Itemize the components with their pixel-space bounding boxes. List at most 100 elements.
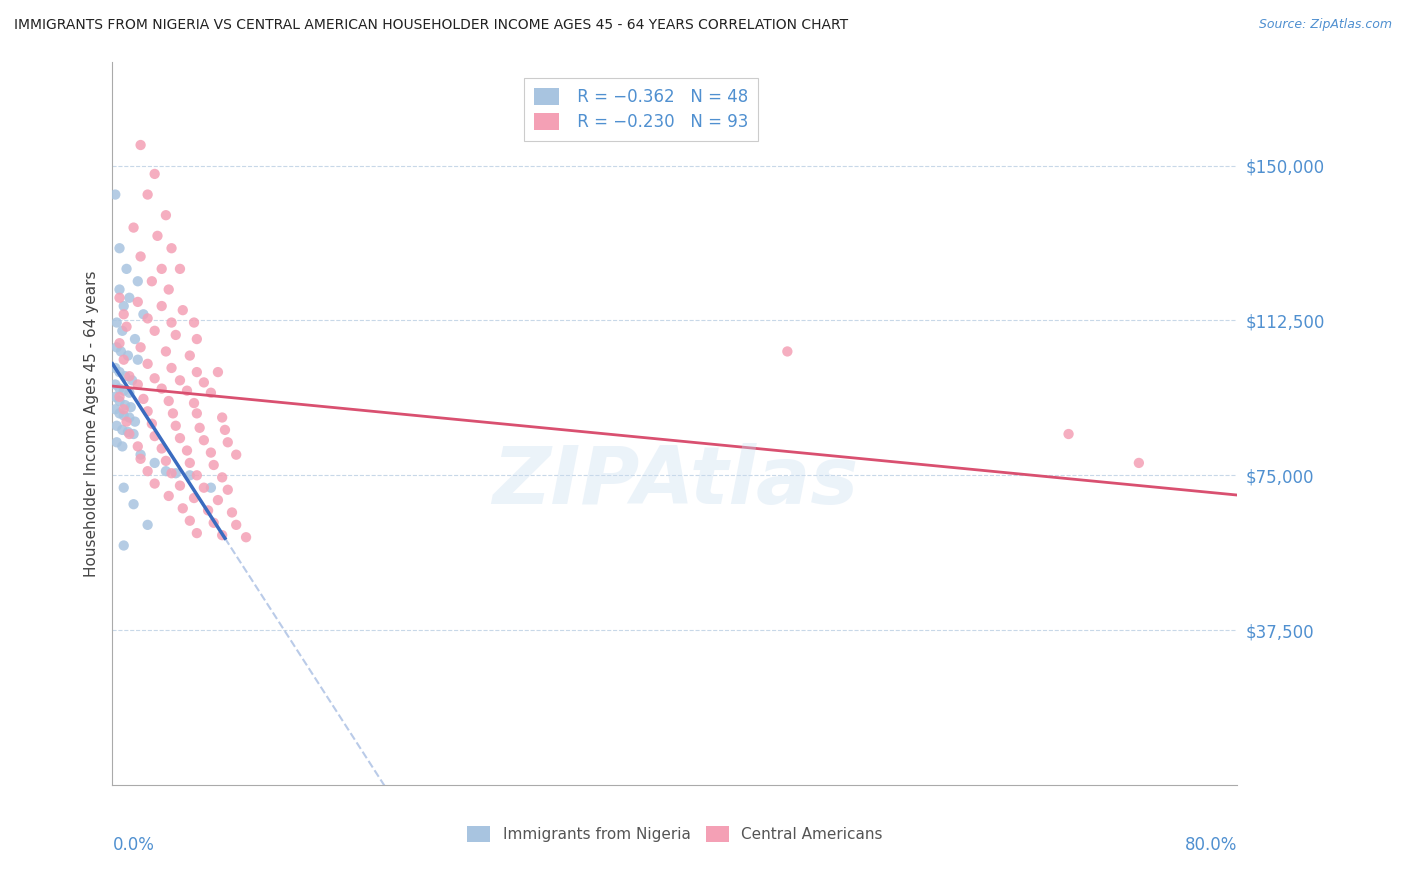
Point bbox=[105, 435, 128, 450]
Point bbox=[127, 439, 149, 453]
Point bbox=[141, 417, 163, 431]
Point bbox=[186, 332, 208, 346]
Point bbox=[111, 324, 134, 338]
Point bbox=[157, 283, 180, 297]
Point bbox=[225, 517, 247, 532]
Point bbox=[132, 392, 155, 406]
Point bbox=[143, 167, 166, 181]
Point bbox=[112, 539, 135, 553]
Point bbox=[122, 220, 145, 235]
Point bbox=[207, 493, 229, 508]
Point bbox=[202, 458, 225, 472]
Point bbox=[172, 303, 194, 318]
Point bbox=[114, 369, 136, 384]
Point bbox=[221, 506, 243, 520]
Point bbox=[143, 476, 166, 491]
Point bbox=[129, 250, 152, 264]
Point bbox=[186, 468, 208, 483]
Point bbox=[115, 415, 138, 429]
Point bbox=[105, 340, 128, 354]
Legend: Immigrants from Nigeria, Central Americans: Immigrants from Nigeria, Central America… bbox=[460, 818, 890, 849]
Point bbox=[115, 261, 138, 276]
Point bbox=[211, 528, 233, 542]
Point bbox=[108, 382, 131, 396]
Point bbox=[118, 427, 141, 442]
Point bbox=[155, 344, 177, 359]
Point bbox=[193, 481, 215, 495]
Point bbox=[169, 261, 191, 276]
Point bbox=[104, 402, 127, 417]
Point bbox=[117, 349, 139, 363]
Point bbox=[217, 435, 239, 450]
Point bbox=[214, 423, 236, 437]
Point bbox=[193, 434, 215, 448]
Point bbox=[202, 516, 225, 530]
Point bbox=[143, 324, 166, 338]
Point bbox=[225, 448, 247, 462]
Point bbox=[235, 530, 257, 544]
Point bbox=[160, 361, 183, 376]
Point bbox=[136, 464, 159, 478]
Point bbox=[112, 402, 135, 417]
Point bbox=[157, 489, 180, 503]
Point bbox=[129, 138, 152, 153]
Point bbox=[132, 307, 155, 321]
Point bbox=[179, 456, 201, 470]
Point bbox=[136, 187, 159, 202]
Point bbox=[129, 451, 152, 466]
Point bbox=[104, 377, 127, 392]
Point bbox=[112, 352, 135, 367]
Point bbox=[122, 427, 145, 442]
Point bbox=[108, 394, 131, 409]
Point bbox=[108, 283, 131, 297]
Point bbox=[112, 299, 135, 313]
Point bbox=[200, 385, 222, 400]
Point bbox=[118, 291, 141, 305]
Point bbox=[127, 352, 149, 367]
Point bbox=[197, 503, 219, 517]
Point bbox=[108, 406, 131, 420]
Y-axis label: Householder Income Ages 45 - 64 years: Householder Income Ages 45 - 64 years bbox=[83, 270, 98, 577]
Point bbox=[108, 336, 131, 351]
Point bbox=[111, 423, 134, 437]
Point bbox=[150, 261, 173, 276]
Point bbox=[1057, 427, 1080, 442]
Point bbox=[112, 409, 135, 423]
Point bbox=[120, 400, 142, 414]
Point bbox=[211, 410, 233, 425]
Point bbox=[186, 526, 208, 541]
Point bbox=[162, 406, 184, 420]
Point bbox=[117, 425, 139, 439]
Point bbox=[105, 316, 128, 330]
Point bbox=[118, 410, 141, 425]
Point bbox=[160, 467, 183, 481]
Point bbox=[146, 228, 169, 243]
Point bbox=[160, 241, 183, 255]
Point bbox=[186, 406, 208, 420]
Point bbox=[124, 332, 146, 346]
Point bbox=[157, 394, 180, 409]
Point bbox=[179, 349, 201, 363]
Point bbox=[193, 376, 215, 390]
Point bbox=[111, 439, 134, 453]
Text: 0.0%: 0.0% bbox=[112, 836, 155, 854]
Point bbox=[172, 501, 194, 516]
Point bbox=[108, 291, 131, 305]
Point bbox=[129, 448, 152, 462]
Point bbox=[176, 443, 198, 458]
Point bbox=[183, 396, 205, 410]
Point bbox=[165, 418, 187, 433]
Point bbox=[150, 382, 173, 396]
Point bbox=[136, 311, 159, 326]
Point bbox=[160, 316, 183, 330]
Point bbox=[127, 377, 149, 392]
Point bbox=[165, 467, 187, 481]
Point bbox=[112, 307, 135, 321]
Point bbox=[1128, 456, 1150, 470]
Point bbox=[124, 415, 146, 429]
Point bbox=[136, 357, 159, 371]
Point bbox=[127, 294, 149, 309]
Text: IMMIGRANTS FROM NIGERIA VS CENTRAL AMERICAN HOUSEHOLDER INCOME AGES 45 - 64 YEAR: IMMIGRANTS FROM NIGERIA VS CENTRAL AMERI… bbox=[14, 18, 848, 32]
Point bbox=[112, 481, 135, 495]
Point bbox=[121, 373, 143, 387]
